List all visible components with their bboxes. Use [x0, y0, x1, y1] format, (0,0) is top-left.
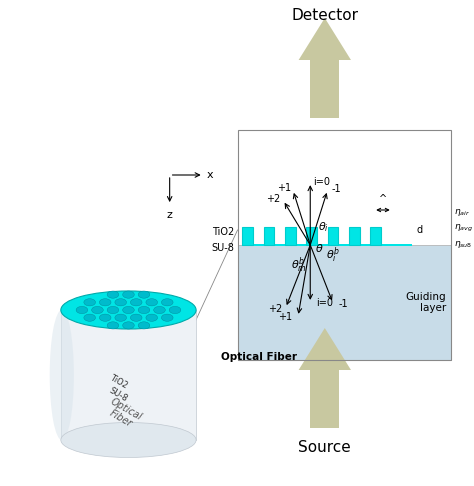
- Bar: [370, 227, 381, 245]
- Ellipse shape: [84, 299, 95, 306]
- Ellipse shape: [130, 314, 142, 321]
- Polygon shape: [299, 328, 351, 370]
- Ellipse shape: [154, 306, 165, 313]
- Text: Optical Fiber: Optical Fiber: [221, 352, 297, 362]
- Ellipse shape: [123, 306, 134, 313]
- Text: $\eta_{air}$: $\eta_{air}$: [454, 208, 470, 219]
- Ellipse shape: [123, 322, 134, 329]
- Ellipse shape: [91, 306, 103, 313]
- Text: +1: +1: [278, 312, 292, 322]
- Polygon shape: [310, 60, 339, 118]
- Ellipse shape: [50, 310, 74, 440]
- Text: TiO2: TiO2: [212, 227, 235, 237]
- Bar: [285, 227, 296, 245]
- Text: TiO2: TiO2: [108, 373, 129, 390]
- Bar: [264, 227, 274, 245]
- Polygon shape: [310, 370, 339, 428]
- Ellipse shape: [61, 291, 196, 329]
- Ellipse shape: [107, 322, 119, 329]
- Bar: [328, 227, 338, 245]
- Ellipse shape: [123, 291, 134, 298]
- Ellipse shape: [162, 314, 173, 321]
- Ellipse shape: [138, 322, 150, 329]
- Bar: [242, 227, 253, 245]
- Text: i=0: i=0: [313, 177, 330, 187]
- Text: Optical
Fiber: Optical Fiber: [103, 396, 144, 432]
- Text: Source: Source: [299, 440, 351, 455]
- Text: $\theta$: $\theta$: [315, 242, 324, 254]
- Ellipse shape: [107, 306, 119, 313]
- Text: $\theta_m^b$: $\theta_m^b$: [291, 255, 306, 275]
- Bar: [306, 227, 317, 245]
- Ellipse shape: [162, 299, 173, 306]
- Text: SU-8: SU-8: [108, 386, 129, 403]
- Ellipse shape: [100, 299, 111, 306]
- Ellipse shape: [138, 306, 150, 313]
- Text: SU-8: SU-8: [212, 243, 235, 253]
- Text: i=0: i=0: [316, 298, 333, 308]
- Text: Detector: Detector: [292, 8, 358, 23]
- Ellipse shape: [76, 306, 88, 313]
- Ellipse shape: [146, 299, 157, 306]
- Ellipse shape: [169, 306, 181, 313]
- Bar: [237, 130, 451, 360]
- Bar: [61, 310, 196, 440]
- Ellipse shape: [115, 314, 127, 321]
- Bar: [242, 244, 412, 246]
- Polygon shape: [299, 18, 351, 60]
- Text: +1: +1: [277, 183, 291, 192]
- Ellipse shape: [146, 314, 157, 321]
- Ellipse shape: [115, 299, 127, 306]
- Text: +2: +2: [266, 193, 280, 204]
- Ellipse shape: [84, 314, 95, 321]
- Text: x: x: [207, 170, 213, 180]
- Text: +2: +2: [268, 304, 282, 314]
- Text: -1: -1: [339, 298, 348, 309]
- Text: $\eta_{su8}$: $\eta_{su8}$: [454, 240, 472, 250]
- Text: $\theta_i^b$: $\theta_i^b$: [326, 245, 340, 265]
- Text: z: z: [167, 210, 173, 220]
- Bar: [349, 227, 360, 245]
- Ellipse shape: [61, 422, 196, 457]
- Text: d: d: [417, 225, 423, 235]
- Text: -1: -1: [332, 184, 341, 194]
- Text: Guiding
layer: Guiding layer: [405, 292, 446, 313]
- Ellipse shape: [130, 299, 142, 306]
- Ellipse shape: [100, 314, 111, 321]
- Bar: [237, 245, 451, 360]
- Ellipse shape: [138, 291, 150, 298]
- Text: ^: ^: [379, 194, 387, 204]
- Text: $\eta_{avg}$: $\eta_{avg}$: [454, 223, 473, 234]
- Ellipse shape: [107, 291, 119, 298]
- Text: $\theta_i$: $\theta_i$: [318, 220, 329, 234]
